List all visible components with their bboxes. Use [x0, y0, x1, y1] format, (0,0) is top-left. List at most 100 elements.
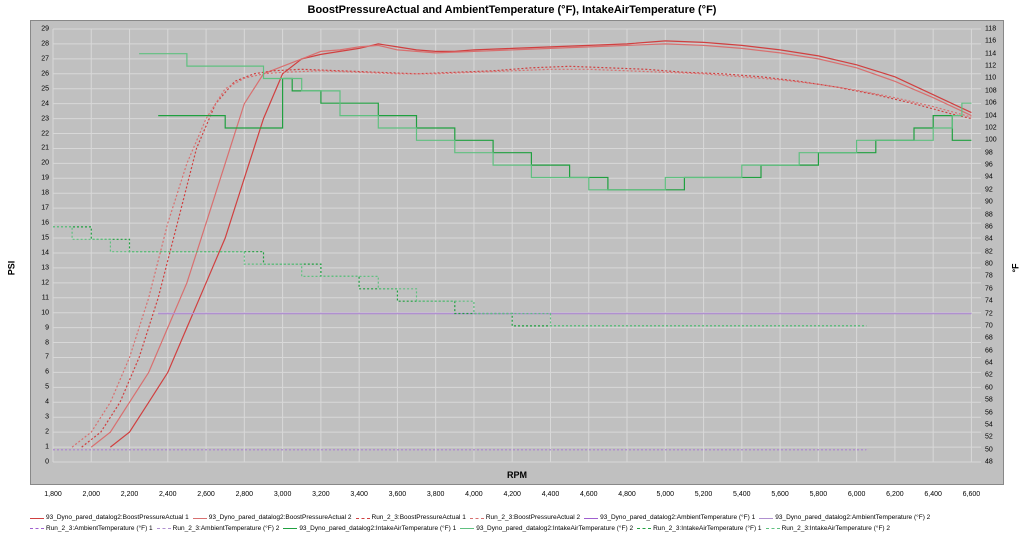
x-tick-label: 3,400 [350, 491, 368, 498]
y2-tick-label: 96 [985, 162, 1005, 169]
legend-label: 93_Dyno_pared_datalog2:AmbientTemperatur… [600, 513, 755, 523]
y2-tick-label: 92 [985, 186, 1005, 193]
y1-tick-label: 26 [29, 70, 49, 77]
x-tick-label: 6,400 [924, 491, 942, 498]
y2-tick-label: 108 [985, 87, 1005, 94]
y1-tick-label: 19 [29, 175, 49, 182]
x-tick-label: 5,000 [657, 491, 675, 498]
y2-tick-label: 54 [985, 421, 1005, 428]
chart-title: BoostPressureActual and AmbientTemperatu… [0, 0, 1024, 18]
y2-tick-label: 104 [985, 112, 1005, 119]
y2-tick-label: 114 [985, 50, 1005, 57]
y1-tick-label: 29 [29, 26, 49, 33]
legend-swatch [584, 518, 598, 519]
x-tick-label: 2,400 [159, 491, 177, 498]
y1-tick-label: 21 [29, 145, 49, 152]
y1-tick-label: 5 [29, 384, 49, 391]
y2-tick-label: 100 [985, 137, 1005, 144]
y2-tick-label: 116 [985, 38, 1005, 45]
series-line [110, 41, 971, 447]
series-line [82, 66, 972, 447]
y1-tick-label: 11 [29, 294, 49, 301]
legend-swatch [356, 518, 370, 519]
y1-tick-label: 27 [29, 55, 49, 62]
legend-swatch [759, 518, 773, 519]
x-tick-label: 6,000 [848, 491, 866, 498]
legend-swatch [766, 528, 780, 529]
legend-item: 93_Dyno_pared_datalog2:IntakeAirTemperat… [460, 524, 633, 534]
y1-tick-label: 8 [29, 339, 49, 346]
y1-tick-label: 3 [29, 414, 49, 421]
legend-swatch [157, 528, 171, 529]
y2-tick-label: 58 [985, 397, 1005, 404]
y1-tick-label: 18 [29, 190, 49, 197]
y2-tick-label: 60 [985, 384, 1005, 391]
y2-tick-label: 48 [985, 459, 1005, 466]
x-tick-label: 3,800 [427, 491, 445, 498]
y1-tick-label: 20 [29, 160, 49, 167]
x-tick-label: 6,600 [963, 491, 981, 498]
x-tick-label: 2,800 [236, 491, 254, 498]
legend-item: Run_2_3:BoostPressureActual 1 [356, 513, 466, 523]
y2-tick-label: 94 [985, 174, 1005, 181]
y2-tick-label: 102 [985, 124, 1005, 131]
y1-tick-label: 12 [29, 279, 49, 286]
y1-tick-label: 1 [29, 444, 49, 451]
x-tick-label: 3,200 [312, 491, 330, 498]
y1-tick-label: 13 [29, 264, 49, 271]
y2-tick-label: 70 [985, 322, 1005, 329]
legend-swatch [283, 528, 297, 529]
y1-tick-label: 17 [29, 205, 49, 212]
y1-tick-label: 24 [29, 100, 49, 107]
legend-label: Run_2_3:IntakeAirTemperature (°F) 1 [653, 524, 761, 534]
legend-label: Run_2_3:BoostPressureActual 1 [372, 513, 466, 523]
legend-label: Run_2_3:AmbientTemperature (°F) 2 [173, 524, 280, 534]
chart-container: BoostPressureActual and AmbientTemperatu… [0, 0, 1024, 536]
y1-tick-label: 2 [29, 429, 49, 436]
y2-tick-label: 66 [985, 347, 1005, 354]
y1-tick-label: 10 [29, 309, 49, 316]
legend-item: 93_Dyno_pared_datalog2:BoostPressureActu… [193, 513, 352, 523]
x-tick-label: 5,400 [733, 491, 751, 498]
y1-tick-label: 25 [29, 85, 49, 92]
y2-tick-label: 118 [985, 26, 1005, 33]
legend-item: Run_2_3:IntakeAirTemperature (°F) 2 [766, 524, 890, 534]
x-tick-label: 4,600 [580, 491, 598, 498]
series-line [91, 44, 971, 447]
y2-tick-label: 80 [985, 261, 1005, 268]
y2-tick-label: 78 [985, 273, 1005, 280]
series-line [72, 69, 971, 447]
y2-tick-label: 62 [985, 372, 1005, 379]
y2-axis-title: °F [1010, 263, 1020, 272]
legend-item: 93_Dyno_pared_datalog2:BoostPressureActu… [30, 513, 189, 523]
y1-tick-label: 6 [29, 369, 49, 376]
legend-item: Run_2_3:AmbientTemperature (°F) 2 [157, 524, 280, 534]
y2-tick-label: 84 [985, 236, 1005, 243]
x-axis-title: RPM [507, 470, 527, 480]
y2-tick-label: 74 [985, 298, 1005, 305]
y2-tick-label: 72 [985, 310, 1005, 317]
x-tick-label: 5,600 [771, 491, 789, 498]
y2-tick-label: 76 [985, 285, 1005, 292]
legend-item: Run_2_3:IntakeAirTemperature (°F) 1 [637, 524, 761, 534]
x-tick-label: 4,800 [618, 491, 636, 498]
x-tick-label: 4,400 [542, 491, 560, 498]
plot-svg [53, 29, 981, 462]
y2-tick-label: 106 [985, 100, 1005, 107]
legend-label: 93_Dyno_pared_datalog2:IntakeAirTemperat… [299, 524, 456, 534]
legend-swatch [470, 518, 484, 519]
y1-tick-label: 9 [29, 324, 49, 331]
legend-item: 93_Dyno_pared_datalog2:AmbientTemperatur… [759, 513, 930, 523]
legend-label: Run_2_3:BoostPressureActual 2 [486, 513, 580, 523]
x-tick-label: 5,800 [810, 491, 828, 498]
plot-inner [53, 29, 981, 462]
y1-tick-label: 14 [29, 249, 49, 256]
y2-tick-label: 68 [985, 335, 1005, 342]
y2-tick-label: 52 [985, 434, 1005, 441]
legend-label: 93_Dyno_pared_datalog2:BoostPressureActu… [209, 513, 352, 523]
y2-tick-label: 86 [985, 223, 1005, 230]
y1-tick-label: 16 [29, 220, 49, 227]
legend-item: Run_2_3:AmbientTemperature (°F) 1 [30, 524, 153, 534]
y2-tick-label: 64 [985, 360, 1005, 367]
y1-tick-label: 23 [29, 115, 49, 122]
